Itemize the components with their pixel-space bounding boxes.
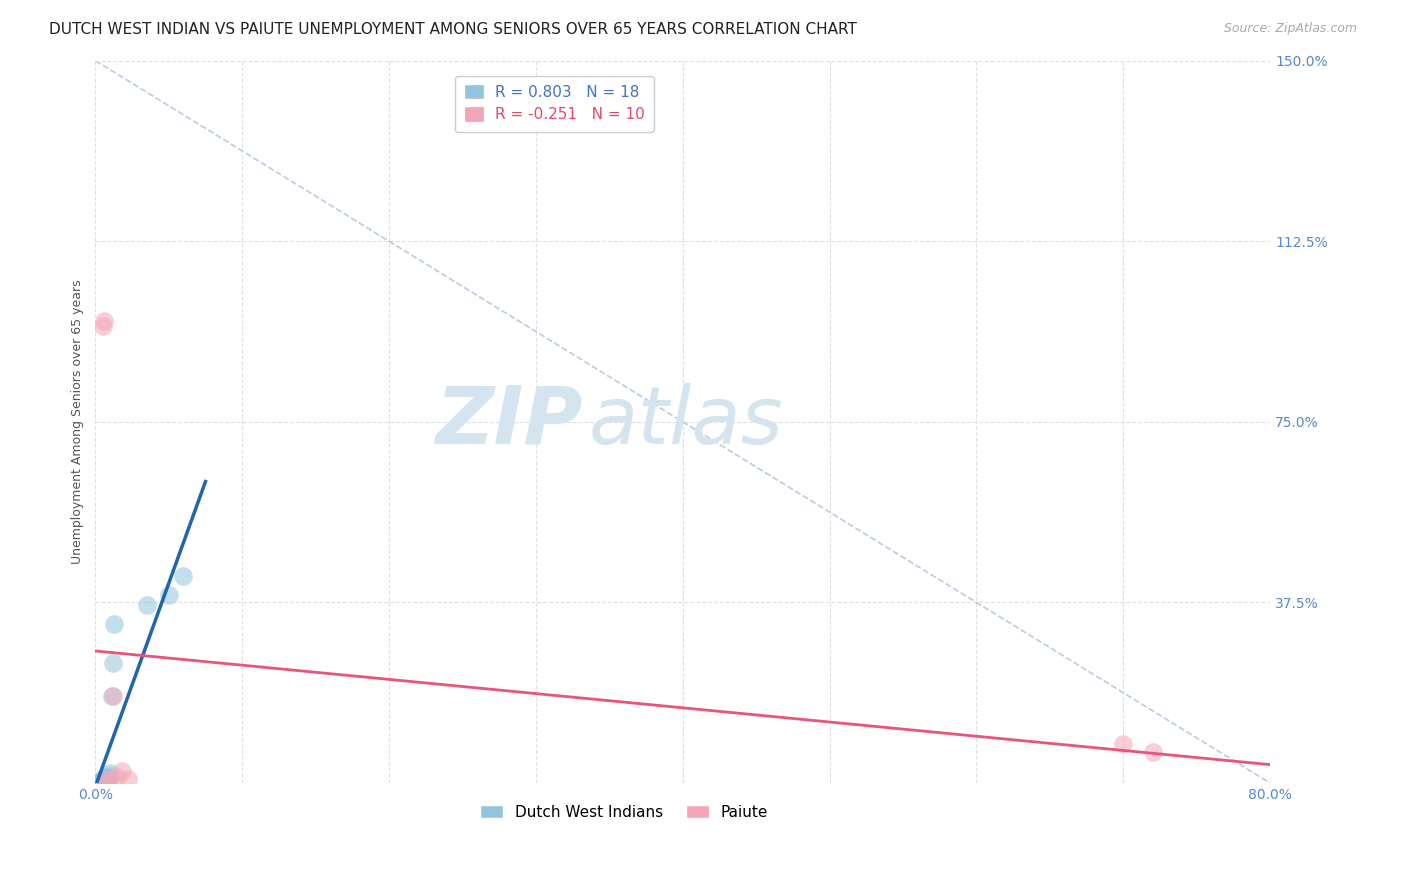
Point [135,598,157,612]
Point [91,774,114,789]
Point [111,764,134,778]
Point [100,690,122,704]
Point [157,588,180,602]
Point [1112,737,1135,751]
Point [97,769,120,783]
Point [103,617,125,632]
Point [117,772,139,787]
Point [93,771,115,785]
Point [90,773,112,788]
Text: ZIP: ZIP [436,383,583,461]
Point [93,774,115,789]
Point [96,771,118,785]
Y-axis label: Unemployment Among Seniors over 65 years: Unemployment Among Seniors over 65 years [72,279,84,564]
Point [98,772,121,787]
Point [94,770,117,784]
Point [93,314,115,328]
Point [94,773,117,788]
Point [105,770,128,784]
Point [91,318,114,333]
Point [96,773,118,788]
Point [101,690,124,704]
Text: Source: ZipAtlas.com: Source: ZipAtlas.com [1223,22,1357,36]
Point [101,656,124,670]
Point [1142,745,1164,759]
Point [89,773,111,788]
Point [91,772,114,787]
Point [172,569,194,583]
Legend: Dutch West Indians, Paiute: Dutch West Indians, Paiute [474,798,775,826]
Text: DUTCH WEST INDIAN VS PAIUTE UNEMPLOYMENT AMONG SENIORS OVER 65 YEARS CORRELATION: DUTCH WEST INDIAN VS PAIUTE UNEMPLOYMENT… [49,22,858,37]
Text: atlas: atlas [589,383,783,461]
Point [98,766,121,780]
Point [96,773,118,788]
